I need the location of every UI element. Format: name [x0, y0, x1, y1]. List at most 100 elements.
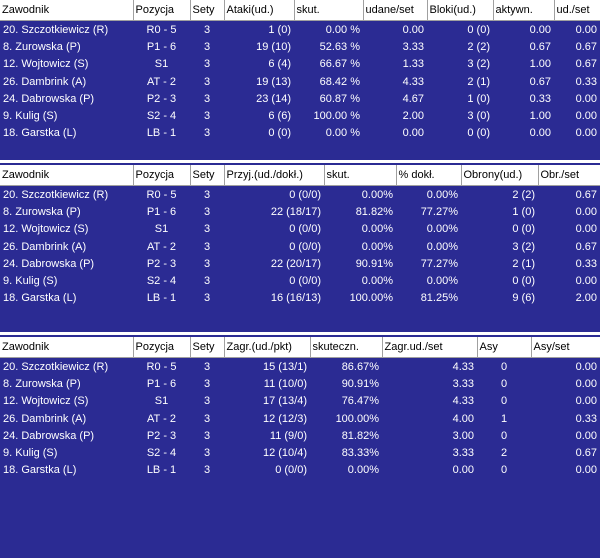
- table-row[interactable]: 9. Kulig (S) S2 - 4 3 12 (10/4) 83.33% 3.33 2 0…: [0, 444, 600, 461]
- player-name-cell: 24. Dabrowska (P): [3, 92, 95, 105]
- stat-cell: 4.33: [452, 360, 474, 373]
- stat-cell: 0.00: [575, 377, 597, 390]
- stat-cell: 2 (2): [512, 188, 535, 201]
- table-row[interactable]: 8. Zurowska (P) P1 - 6 3 11 (10/0) 90.91% 3.3…: [0, 375, 600, 392]
- stat-cell: 0.67: [575, 447, 597, 460]
- column-header[interactable]: Asy/set: [531, 337, 600, 358]
- column-header[interactable]: Ataki(ud.): [224, 0, 295, 21]
- table-row[interactable]: 26. Dambrink (A) AT - 2 3 12 (12/3) 100.00% 4…: [0, 410, 600, 427]
- table-row[interactable]: 9. Kulig (S) S2 - 4 3 0 (0/0) 0.00% 0.00% 0 (0…: [0, 272, 600, 289]
- stat-cell: 22 (18/17): [270, 205, 321, 218]
- stat-cell: 100.00%: [349, 292, 393, 305]
- column-header[interactable]: Zagr.ud./set: [382, 337, 478, 358]
- stat-cell: 4.67: [402, 92, 424, 105]
- table-row[interactable]: 20. Szczotkiewicz (R) R0 - 5 3 0 (0/0) 0.00%…: [0, 186, 600, 204]
- stat-cell: 0.33: [575, 412, 597, 425]
- stat-cell: 3: [203, 58, 211, 71]
- stat-cell: 0.33: [529, 92, 551, 105]
- stat-cell: 3 (0): [467, 110, 490, 123]
- column-header[interactable]: Pozycja: [133, 0, 191, 21]
- table-row[interactable]: 9. Kulig (S) S2 - 4 3 6 (6) 100.00 % 2.00 3 (0…: [0, 107, 600, 124]
- stat-cell: 12 (10/4): [262, 447, 307, 460]
- stat-cell: 1.33: [402, 58, 424, 71]
- table-row[interactable]: 12. Wojtowicz (S) S1 3 6 (4) 66.67 % 1.33 3 (2…: [0, 56, 600, 73]
- stat-cell: 1 (0): [512, 205, 535, 218]
- stat-cell: 81.82%: [341, 429, 379, 442]
- column-header[interactable]: % dokł.: [396, 165, 462, 186]
- stat-cell: 0.33: [575, 75, 597, 88]
- stat-cell: 3: [203, 92, 211, 105]
- table-row[interactable]: 26. Dambrink (A) AT - 2 3 19 (13) 68.42 % 4.3…: [0, 73, 600, 90]
- column-header[interactable]: skut.: [324, 165, 397, 186]
- stat-cell: 12 (12/3): [262, 412, 307, 425]
- stat-cell: 100.00%: [335, 412, 379, 425]
- serve-stats-table: Zawodnik Pozycja Sety Zagr.(ud./pkt) skutecz…: [0, 337, 600, 479]
- column-header[interactable]: udane/set: [363, 0, 428, 21]
- column-header[interactable]: Bloki(ud.): [427, 0, 494, 21]
- column-header[interactable]: Asy: [477, 337, 532, 358]
- stat-cell: 0.00: [575, 395, 597, 408]
- table-row[interactable]: 20. Szczotkiewicz (R) R0 - 5 3 1 (0) 0.00 % 0…: [0, 21, 600, 39]
- stat-cell: 0 (0): [467, 127, 490, 140]
- player-name-cell: 24. Dabrowska (P): [3, 257, 95, 270]
- column-header[interactable]: Pozycja: [133, 165, 191, 186]
- stat-cell: 2 (1): [512, 257, 535, 270]
- column-header[interactable]: Sety: [190, 165, 225, 186]
- table-row[interactable]: 12. Wojtowicz (S) S1 3 17 (13/4) 76.47% 4.33 0…: [0, 393, 600, 410]
- stat-cell: 1 (0): [467, 92, 490, 105]
- player-name-cell: 9. Kulig (S): [3, 110, 58, 123]
- column-header[interactable]: Zawodnik: [0, 165, 134, 186]
- column-header[interactable]: Przyj.(ud./dokł.): [224, 165, 325, 186]
- stat-cell: 76.47%: [341, 395, 379, 408]
- table-row[interactable]: 26. Dambrink (A) AT - 2 3 0 (0/0) 0.00% 0.00%…: [0, 238, 600, 255]
- column-header[interactable]: skuteczn.: [310, 337, 383, 358]
- stat-cell: 0 (0/0): [289, 240, 321, 253]
- column-header[interactable]: Obr./set: [538, 165, 600, 186]
- stat-cell: 0.00: [575, 464, 597, 477]
- stat-cell: 9 (6): [512, 292, 535, 305]
- player-name-cell: 8. Zurowska (P): [3, 205, 81, 218]
- table-row[interactable]: 24. Dabrowska (P) P2 - 3 3 22 (20/17) 90.91%…: [0, 255, 600, 272]
- stat-cell: 3: [203, 40, 211, 53]
- stat-cell: 0.00%: [361, 275, 393, 288]
- stat-cell: 1 (0): [268, 23, 291, 36]
- table-row[interactable]: 18. Garstka (L) LB - 1 3 16 (16/13) 100.00% 8…: [0, 290, 600, 307]
- stat-cell: 19 (10): [256, 40, 291, 53]
- stat-cell: 0.00%: [361, 188, 393, 201]
- column-header[interactable]: skut.: [294, 0, 364, 21]
- stat-cell: 77.27%: [420, 205, 458, 218]
- column-header[interactable]: Sety: [190, 337, 225, 358]
- column-header[interactable]: aktywn.: [493, 0, 555, 21]
- stat-cell: 3: [203, 127, 211, 140]
- column-header[interactable]: Obrony(ud.): [461, 165, 539, 186]
- stat-cell: 0.00: [575, 92, 597, 105]
- stat-cell: 4.33: [402, 75, 424, 88]
- table-row[interactable]: 8. Zurowska (P) P1 - 6 3 22 (18/17) 81.82% 77…: [0, 203, 600, 220]
- stat-cell: P1 - 6: [146, 40, 177, 53]
- stat-cell: 66.67 %: [319, 58, 360, 71]
- stat-cell: R0 - 5: [146, 23, 177, 36]
- stat-cell: 0 (0): [512, 223, 535, 236]
- table-row[interactable]: 20. Szczotkiewicz (R) R0 - 5 3 15 (13/1) 86.…: [0, 358, 600, 376]
- stat-cell: 1: [500, 412, 508, 425]
- table-row[interactable]: 24. Dabrowska (P) P2 - 3 3 11 (9/0) 81.82% 3.…: [0, 427, 600, 444]
- player-name-cell: 9. Kulig (S): [3, 447, 58, 460]
- column-header[interactable]: Zagr.(ud./pkt): [224, 337, 311, 358]
- table-row[interactable]: 8. Zurowska (P) P1 - 6 3 19 (10) 52.63 % 3.33…: [0, 38, 600, 55]
- table-row[interactable]: 18. Garstka (L) LB - 1 3 0 (0) 0.00 % 0.00 0 (…: [0, 125, 600, 142]
- table-row[interactable]: 18. Garstka (L) LB - 1 3 0 (0/0) 0.00% 0.00 0 0…: [0, 462, 600, 479]
- stat-cell: 0.00%: [426, 240, 458, 253]
- stat-cell: R0 - 5: [146, 188, 177, 201]
- table-row[interactable]: 24. Dabrowska (P) P2 - 3 3 23 (14) 60.87 % 4.…: [0, 90, 600, 107]
- stat-cell: 0.00: [575, 23, 597, 36]
- column-header[interactable]: Pozycja: [133, 337, 191, 358]
- column-header[interactable]: ud./set: [554, 0, 600, 21]
- table-row[interactable]: 12. Wojtowicz (S) S1 3 0 (0/0) 0.00% 0.00% 0 (…: [0, 221, 600, 238]
- column-header[interactable]: Sety: [190, 0, 225, 21]
- stat-cell: 11 (10/0): [263, 377, 307, 390]
- column-header[interactable]: Zawodnik: [0, 337, 134, 358]
- player-name-cell: 12. Wojtowicz (S): [3, 58, 89, 71]
- column-header[interactable]: Zawodnik: [0, 0, 134, 21]
- stat-cell: 3: [203, 275, 211, 288]
- stat-cell: 0.67: [529, 40, 551, 53]
